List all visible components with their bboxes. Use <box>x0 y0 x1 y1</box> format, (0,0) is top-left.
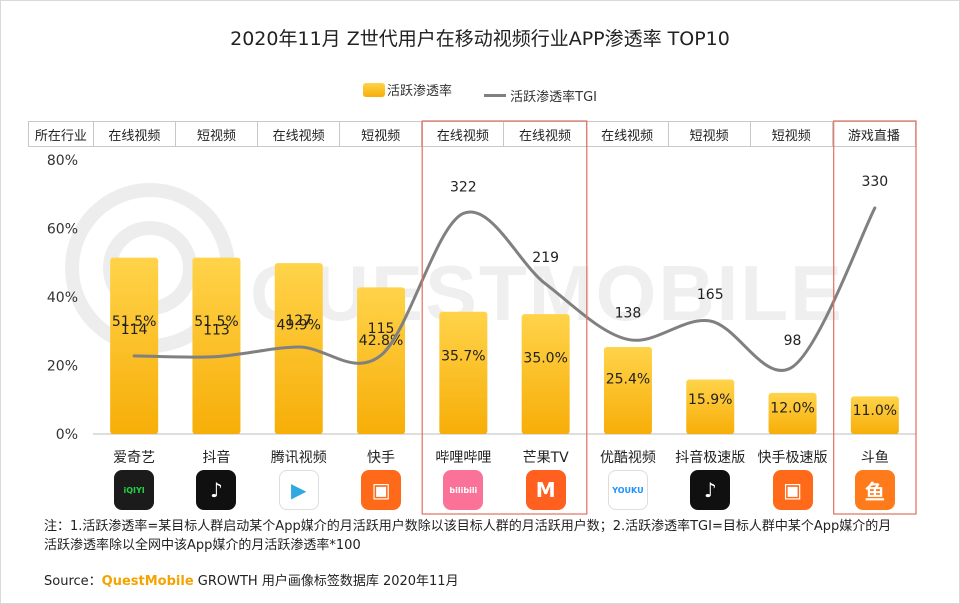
bar <box>357 287 406 434</box>
x-category-label: 斗鱼 <box>861 449 889 466</box>
industry-cell: 在线视频 <box>587 122 669 146</box>
highlight-box <box>833 120 917 515</box>
tgi-line <box>132 206 877 372</box>
bar <box>850 396 899 434</box>
industry-cell: 游戏直播 <box>847 128 900 144</box>
y-tick-label: 60% <box>47 222 78 238</box>
tencent-video-icon: ▶ <box>278 470 319 510</box>
chart-title: 2020年11月 Z世代用户在移动视频行业APP渗透率 TOP10 <box>230 28 730 50</box>
bilibili-icon: bilibili <box>443 470 484 510</box>
industry-cell: 在线视频 <box>422 122 505 146</box>
bar-value-label: 51.5% <box>112 314 156 330</box>
bar <box>110 257 159 434</box>
legend-item-bar: 活跃渗透率 <box>362 80 452 99</box>
industry-cell: 在线视频 <box>258 122 341 146</box>
kuaishou-icon-glyph: ▣ <box>371 478 391 502</box>
highlight-box <box>421 120 588 515</box>
tgi-value-label: 114 <box>121 322 148 338</box>
x-category-label: 抖音极速版 <box>675 449 745 466</box>
tgi-value-label: 115 <box>368 321 395 337</box>
youku-icon-glyph: YOUKU <box>612 485 644 495</box>
industry-header: 所在行业 <box>29 122 94 146</box>
tgi-value-label: 113 <box>203 323 230 339</box>
legend-item-line: 活跃渗透率TGI <box>484 86 597 105</box>
y-tick-label: 20% <box>47 359 78 375</box>
legend-bar-swatch <box>362 82 385 97</box>
mango-tv-icon: M <box>525 470 566 510</box>
tgi-value-label: 330 <box>861 174 888 190</box>
tencent-video-icon-glyph: ▶ <box>291 478 307 502</box>
youku-icon: YOUKU <box>607 470 648 510</box>
bar-value-label: 49.9% <box>277 318 321 334</box>
kuaishou-lite-icon-glyph: ▣ <box>783 478 802 502</box>
x-category-label: 腾讯视频 <box>271 449 327 466</box>
bar-value-label: 25.4% <box>606 371 650 387</box>
legend: 活跃渗透率 活跃渗透率TGI <box>0 80 960 105</box>
douyin-icon: ♪ <box>196 470 237 510</box>
bar <box>686 379 735 434</box>
bar-value-label: 35.0% <box>523 350 567 366</box>
x-category-label: 快手极速版 <box>758 450 828 466</box>
source-text: GROWTH 用户画像标签数据库 2020年11月 <box>193 574 459 589</box>
douyu-icon: 鱼 <box>854 470 895 510</box>
bar <box>192 257 241 434</box>
legend-label-line: 活跃渗透率TGI <box>510 89 597 105</box>
bar-value-label: 42.8% <box>359 333 403 349</box>
source-line: Source：QuestMobile GROWTH 用户画像标签数据库 2020… <box>44 570 459 589</box>
x-category-label: 爱奇艺 <box>113 449 155 466</box>
y-tick-label: 80% <box>47 153 78 169</box>
kuaishou-lite-icon: ▣ <box>772 470 813 510</box>
bar-value-label: 11.0% <box>853 403 897 419</box>
douyin-lite-icon-glyph: ♪ <box>703 478 717 502</box>
industry-cell: 短视频 <box>669 122 751 146</box>
bar-value-label: 12.0% <box>770 401 814 417</box>
industry-row: 所在行业 在线视频 短视频 在线视频 短视频 在线视频 在线视频 在线视频 短视频 短视频 游戏直播 <box>28 121 916 147</box>
x-category-label: 优酷视频 <box>600 450 656 466</box>
x-category-label: 快手 <box>367 450 395 466</box>
douyin-icon-glyph: ♪ <box>210 478 223 502</box>
tgi-value-label: 127 <box>285 313 312 329</box>
kuaishou-icon: ▣ <box>361 470 402 510</box>
bilibili-icon-glyph: bilibili <box>449 485 478 495</box>
source-prefix: Source： <box>44 574 102 589</box>
tgi-value-label: 322 <box>450 179 477 195</box>
tgi-value-label: 98 <box>784 333 802 349</box>
bar-value-label: 35.7% <box>441 349 485 365</box>
industry-cell: 短视频 <box>176 122 259 146</box>
industry-cell: 在线视频 <box>504 122 587 146</box>
tgi-value-label: 165 <box>697 287 724 303</box>
bar <box>274 263 323 434</box>
tgi-value-label: 219 <box>532 250 559 266</box>
douyu-icon-glyph: 鱼 <box>864 479 885 504</box>
bar <box>768 392 817 434</box>
y-tick-label: 40% <box>47 290 78 306</box>
douyin-lite-icon: ♪ <box>690 470 731 510</box>
source-brand: QuestMobile <box>101 574 194 589</box>
x-category-label: 芒果TV <box>523 450 570 466</box>
y-tick-label: 0% <box>56 427 78 443</box>
legend-line-swatch <box>484 93 507 97</box>
bar-value-label: 15.9% <box>688 392 732 408</box>
footnote: 注：1.活跃渗透率=某目标人群启动某个App媒介的月活跃用户数除以该目标人群的月… <box>44 519 892 553</box>
bar <box>439 311 488 434</box>
mango-tv-icon-glyph: M <box>535 478 556 502</box>
industry-cell: 在线视频 <box>94 122 176 146</box>
x-category-label: 哔哩哔哩 <box>435 450 491 466</box>
iqiyi-icon: iQIYI <box>114 470 155 510</box>
x-category-label: 抖音 <box>202 449 230 466</box>
tgi-value-label: 138 <box>615 305 642 321</box>
industry-cell: 短视频 <box>751 122 833 146</box>
bar-value-label: 51.5% <box>194 314 238 330</box>
legend-label-bar: 活跃渗透率 <box>386 84 452 99</box>
bar <box>603 347 652 434</box>
bar <box>521 314 570 434</box>
iqiyi-icon-glyph: iQIYI <box>123 485 145 495</box>
